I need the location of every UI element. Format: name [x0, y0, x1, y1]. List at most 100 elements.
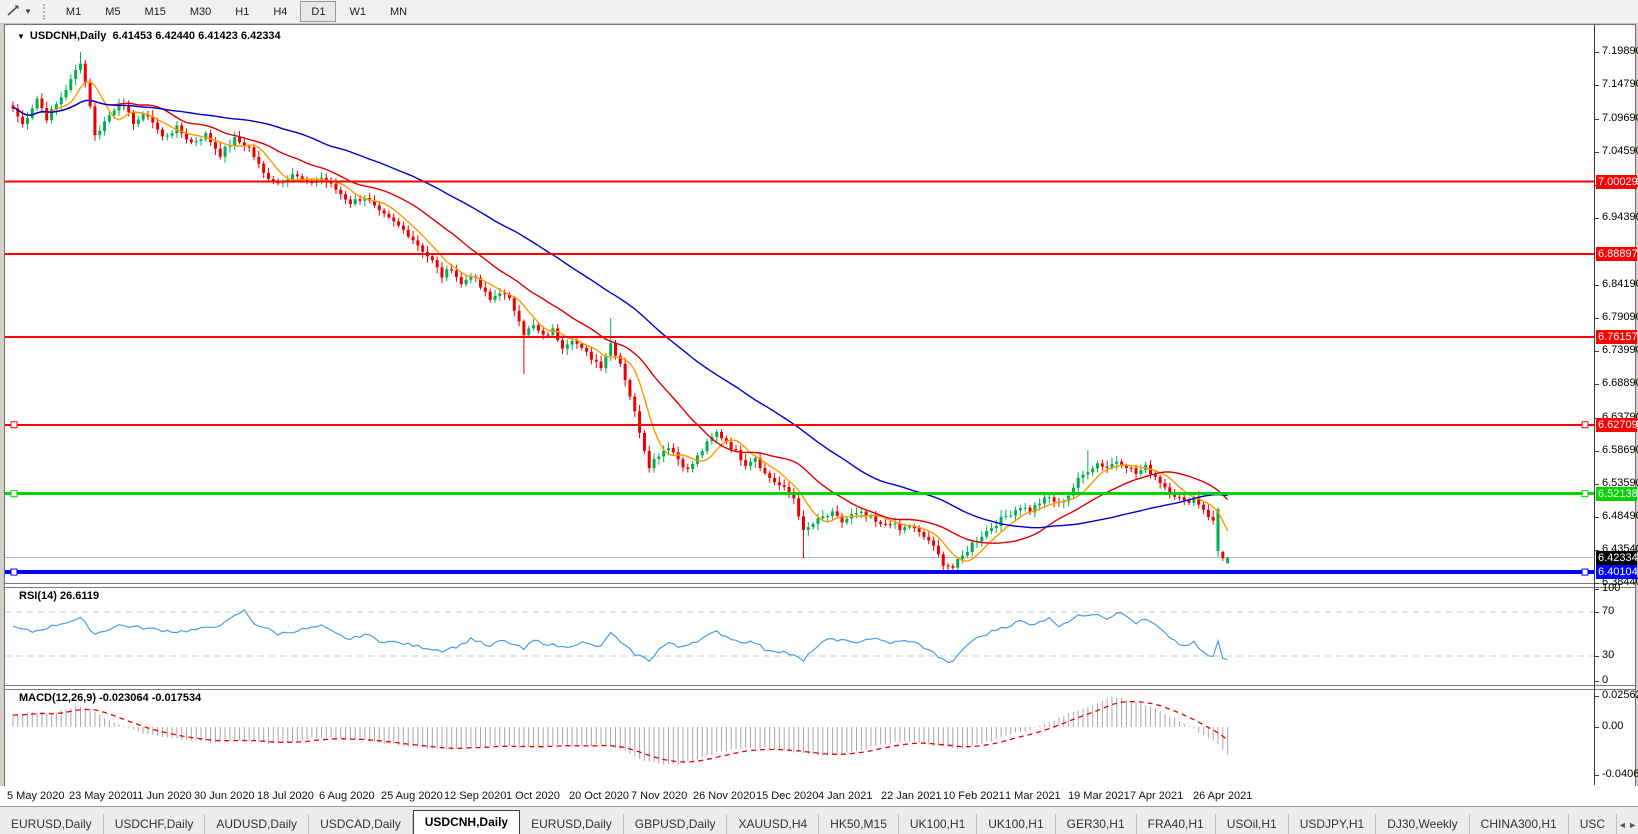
- tab-scroll-left-button[interactable]: ◄: [1617, 820, 1627, 830]
- hline-price-tag: 7.00029: [1596, 175, 1638, 189]
- chart-tab-ger30-h1[interactable]: GER30,H1: [1056, 814, 1137, 834]
- date-tick-label: 12 Sep 2020: [444, 790, 507, 802]
- axis-tick-dash: [1595, 589, 1599, 590]
- axis-tick-dash: [1595, 451, 1599, 452]
- date-tick-label: 19 Mar 2021: [1068, 790, 1130, 802]
- chart-tab-usoil-h1[interactable]: USOil,H1: [1216, 814, 1289, 834]
- axis-tick-label: 7.04590: [1602, 145, 1638, 157]
- tab-scroll-right-button[interactable]: ►: [1628, 820, 1638, 830]
- axis-tick-dash: [1595, 318, 1599, 319]
- axis-tick-label: 0.025623: [1602, 689, 1638, 701]
- axis-tick-label: 6.53590: [1602, 477, 1638, 489]
- macd-label: MACD(12,26,9) -0.023064 -0.017534: [19, 692, 202, 704]
- axis-tick-label: 6.58690: [1602, 444, 1638, 456]
- macd-values: -0.023064 -0.017534: [99, 692, 202, 704]
- rsi-value: 26.6119: [59, 590, 100, 602]
- axis-tick-label: 6.84190: [1602, 278, 1638, 290]
- chevron-down-icon: ▼: [17, 32, 25, 41]
- chart-tab-uk100-h1[interactable]: UK100,H1: [977, 814, 1056, 834]
- hline-price-tag: 6.52138: [1596, 487, 1638, 501]
- axis-tick-label: 6.68890: [1602, 377, 1638, 389]
- timeframe-button-h4[interactable]: H4: [273, 5, 288, 18]
- axis-tick-label: 6.94390: [1602, 211, 1638, 223]
- hline-price-tag: 6.62709: [1596, 418, 1638, 432]
- chart-tab-xauusd-h4[interactable]: XAUUSD,H4: [727, 814, 820, 834]
- timeframe-button-d1[interactable]: D1: [300, 1, 337, 22]
- date-tick-label: 1 Mar 2021: [1005, 790, 1061, 802]
- chart-tab-uk100-h1[interactable]: UK100,H1: [899, 814, 978, 834]
- date-tick-label: 6 Aug 2020: [319, 790, 375, 802]
- axis-tick-dash: [1595, 517, 1599, 518]
- current-price-tag: 6.42334: [1596, 551, 1638, 565]
- chart-tab-china300-h1[interactable]: CHINA300,H1: [1470, 814, 1569, 834]
- price-axis-line: [1594, 25, 1595, 785]
- date-tick-label: 7 Apr 2021: [1130, 790, 1184, 802]
- axis-tick-dash: [1595, 656, 1599, 657]
- timeframe-button-m30[interactable]: M30: [189, 5, 212, 18]
- date-tick-label: 18 Jul 2020: [257, 790, 314, 802]
- chart-tab-usc[interactable]: USC: [1569, 814, 1618, 834]
- date-tick-label: 15 Dec 2020: [756, 790, 819, 802]
- axis-tick-dash: [1595, 775, 1599, 776]
- axis-tick-label: 70: [1602, 605, 1615, 617]
- date-tick-label: 11 Jun 2020: [132, 790, 192, 802]
- date-tick-label: 4 Jan 2021: [818, 790, 873, 802]
- timeframe-button-mn[interactable]: MN: [389, 5, 408, 18]
- chart-tab-usdcnh-daily[interactable]: USDCNH,Daily: [412, 810, 521, 834]
- axis-tick-label: -0.040687: [1602, 768, 1638, 780]
- chart-tab-usdjpy-h1[interactable]: USDJPY,H1: [1289, 814, 1377, 834]
- timeframe-toolbar: ▼ M1 M5 M15 M30 H1 H4 D1 W1 MN: [0, 0, 1638, 24]
- macd-panel-canvas[interactable]: [5, 688, 1594, 785]
- axis-tick-label: 0.00: [1602, 720, 1624, 732]
- trendline-tool-button[interactable]: ▼: [1, 1, 38, 22]
- timeframe-button-m15[interactable]: M15: [144, 5, 166, 18]
- timeframe-button-w1[interactable]: W1: [349, 5, 366, 18]
- chart-tab-dj30-weekly[interactable]: DJ30,Weekly: [1376, 814, 1470, 834]
- axis-tick-dash: [1595, 696, 1599, 697]
- date-tick-label: 10 Feb 2021: [943, 790, 1005, 802]
- timeframe-button-h1[interactable]: H1: [235, 5, 250, 18]
- axis-tick-label: 7.19890: [1602, 45, 1638, 57]
- axis-tick-dash: [1595, 52, 1599, 53]
- panel-separator[interactable]: [5, 583, 1635, 588]
- timeframe-button-m5[interactable]: M5: [105, 5, 121, 18]
- axis-tick-dash: [1595, 152, 1599, 153]
- axis-tick-dash: [1595, 550, 1599, 551]
- chart-tab-eurusd-daily[interactable]: EURUSD,Daily: [520, 814, 624, 834]
- rsi-panel-canvas[interactable]: [5, 586, 1594, 685]
- chart-tab-eurusd-daily[interactable]: EURUSD,Daily: [0, 814, 104, 834]
- date-tick-label: 22 Jan 2021: [881, 790, 942, 802]
- hline-price-tag: 6.40104: [1596, 565, 1638, 579]
- chart-tab-audusd-daily[interactable]: AUDUSD,Daily: [205, 814, 310, 834]
- axis-tick-label: 6.48490: [1602, 510, 1638, 522]
- date-tick-label: 25 Aug 2020: [381, 790, 443, 802]
- chart-tab-fra40-h1[interactable]: FRA40,H1: [1137, 814, 1216, 834]
- date-tick-label: 26 Apr 2021: [1193, 790, 1253, 802]
- chart-tab-hk50-m15[interactable]: HK50,M15: [819, 814, 899, 834]
- axis-tick-dash: [1595, 218, 1599, 219]
- date-tick-label: 26 Nov 2020: [693, 790, 756, 802]
- panel-separator[interactable]: [5, 685, 1635, 690]
- date-axis: 5 May 2020 23 May 2020 11 Jun 2020 30 Jun 2…: [0, 786, 1638, 806]
- date-tick-label: 20 Oct 2020: [569, 790, 629, 802]
- timeframe-button-m1[interactable]: M1: [65, 5, 82, 18]
- axis-tick-dash: [1595, 285, 1599, 286]
- chevron-down-icon: ▼: [24, 7, 32, 16]
- hline-price-tag: 6.76157: [1596, 330, 1638, 344]
- axis-tick-label: 0: [1602, 674, 1609, 686]
- toolbar-grip: [42, 3, 50, 20]
- date-tick-label: 23 May 2020: [69, 790, 133, 802]
- chart-tab-usdcad-daily[interactable]: USDCAD,Daily: [309, 814, 413, 834]
- date-tick-label: 1 Oct 2020: [506, 790, 560, 802]
- chart-symbol-label: USDCNH,Daily: [29, 30, 107, 42]
- axis-tick-dash: [1595, 119, 1599, 120]
- axis-tick-dash: [1595, 583, 1599, 584]
- axis-tick-dash: [1595, 612, 1599, 613]
- chart-tab-usdchf-daily[interactable]: USDCHF,Daily: [104, 814, 206, 834]
- hline-price-tag: 6.88897: [1596, 247, 1638, 261]
- chart-tab-gbpusd-daily[interactable]: GBPUSD,Daily: [624, 814, 728, 834]
- trendline-tool-icon: [7, 3, 21, 20]
- main-chart-canvas[interactable]: [5, 25, 1594, 583]
- axis-tick-label: 6.79090: [1602, 311, 1638, 323]
